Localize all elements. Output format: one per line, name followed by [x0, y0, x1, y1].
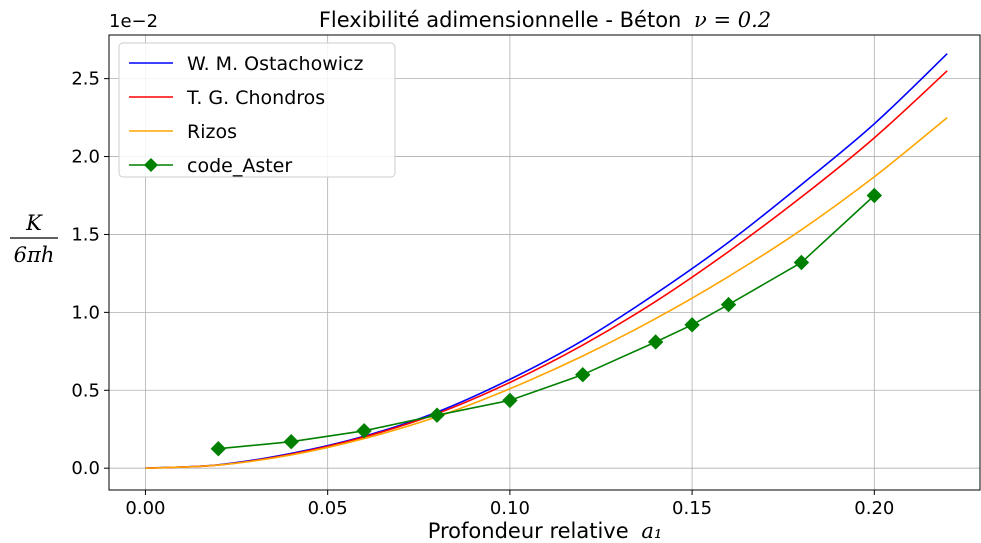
- x-axis-label: Profondeur relative a₁: [428, 519, 663, 543]
- series-layer: [145, 53, 948, 469]
- data-point: [720, 296, 737, 313]
- data-point: [283, 433, 299, 450]
- x-tick-label: 0.00: [125, 498, 165, 519]
- x-tick-label: 0.15: [672, 498, 712, 519]
- y-offset-label: 1e−2: [109, 11, 158, 32]
- y-axis-label-denominator: 6πh: [14, 243, 55, 267]
- chart-title: Flexibilité adimensionnelle - Béton ν = …: [319, 8, 771, 32]
- legend: W. M. Ostachowicz T. G. Chondros Rizos code…: [118, 42, 396, 178]
- data-point: [502, 392, 518, 409]
- x-axis-label-text: Profondeur relative: [428, 519, 629, 543]
- x-tick-label: 0.10: [490, 498, 530, 519]
- chart-title-math: ν = 0.2: [694, 8, 771, 32]
- series-line-2: [145, 116, 948, 469]
- x-tick-label: 0.20: [854, 498, 894, 519]
- legend-label: Rizos: [187, 121, 237, 143]
- y-tick-label: 0.5: [71, 380, 100, 401]
- data-point: [429, 407, 445, 423]
- y-tick-label: 2.0: [71, 147, 100, 168]
- y-tick-label: 2.5: [71, 69, 100, 90]
- y-tick-label: 0.0: [71, 458, 100, 479]
- legend-label: W. M. Ostachowicz: [187, 53, 363, 75]
- legend-label: code_Aster: [187, 155, 292, 177]
- legend-box: [118, 42, 396, 178]
- x-axis-label-math: a₁: [641, 519, 662, 543]
- data-point: [210, 440, 227, 457]
- data-point: [575, 366, 591, 383]
- data-point: [356, 423, 372, 439]
- data-point: [647, 334, 664, 350]
- x-tick-label: 0.05: [308, 498, 348, 519]
- chart-title-text: Flexibilité adimensionnelle - Béton: [319, 8, 682, 32]
- plot-frame: [108, 34, 981, 491]
- axes: 0.00 0.05 0.10 0.15 0.20 0.0 0.5 1.0 1.5 2.0 2.5: [71, 34, 981, 519]
- legend-label: T. G. Chondros: [186, 87, 325, 109]
- y-tick-label: 1.5: [71, 224, 100, 245]
- legend-marker: [144, 158, 158, 172]
- data-point: [684, 317, 700, 333]
- series-line-3: [218, 194, 875, 450]
- data-point: [866, 187, 883, 204]
- y-axis-label-numerator: K: [25, 211, 43, 235]
- y-tick-label: 1.0: [71, 302, 100, 323]
- data-point: [793, 254, 810, 271]
- y-axis-label: K 6πh: [10, 211, 58, 267]
